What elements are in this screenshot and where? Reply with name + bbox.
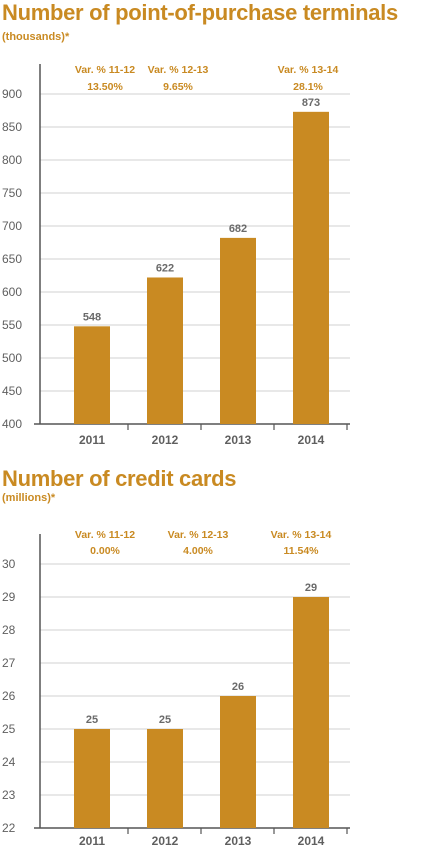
variation-value: 9.65% bbox=[163, 81, 193, 93]
y-tick-label: 29 bbox=[2, 590, 16, 604]
bar-value-label: 622 bbox=[156, 262, 174, 274]
bar-value-label: 25 bbox=[86, 714, 98, 726]
x-tick-label: 2012 bbox=[152, 433, 179, 447]
bar-2012 bbox=[147, 729, 183, 828]
chart2-subtitle: (millions)* bbox=[2, 492, 56, 504]
bar-value-label: 25 bbox=[159, 714, 171, 726]
y-tick-label: 27 bbox=[2, 656, 16, 670]
y-tick-label: 750 bbox=[2, 186, 22, 200]
x-tick-label: 2012 bbox=[152, 834, 179, 847]
terminals-bar-chart: 400 450 500 550 600 650 700 750 800 850 900 548 2011… bbox=[2, 64, 350, 447]
variation-value: 4.00% bbox=[183, 545, 213, 557]
y-tick-label: 550 bbox=[2, 318, 22, 332]
y-tick-label: 900 bbox=[2, 87, 22, 101]
x-tick-label: 2011 bbox=[79, 834, 105, 847]
bar-2011 bbox=[74, 729, 110, 828]
y-tick-label: 800 bbox=[2, 153, 22, 167]
y-tick-label: 30 bbox=[2, 557, 16, 571]
bar-2013 bbox=[220, 237, 256, 424]
bar-2014 bbox=[293, 111, 329, 424]
x-tick-label: 2011 bbox=[79, 433, 105, 447]
variation-label: Var. % 13-14 bbox=[271, 529, 332, 541]
variation-label: Var. % 13-14 bbox=[278, 64, 339, 76]
y-tick-label: 850 bbox=[2, 120, 22, 134]
bar-value-label: 682 bbox=[229, 223, 247, 235]
x-tick-label: 2013 bbox=[225, 834, 252, 847]
bar-value-label: 548 bbox=[83, 311, 101, 323]
bar-2012 bbox=[147, 277, 183, 424]
y-tick-label: 23 bbox=[2, 788, 16, 802]
bar-value-label: 29 bbox=[305, 582, 317, 594]
chart1-title: Number of point-of-purchase terminals bbox=[2, 0, 398, 25]
bar-2011 bbox=[74, 326, 110, 424]
variation-label: Var. % 11-12 bbox=[75, 64, 135, 76]
variation-value: 28.1% bbox=[293, 81, 323, 93]
y-tick-label: 600 bbox=[2, 285, 22, 299]
bar-2014 bbox=[293, 597, 329, 828]
x-tick-label: 2014 bbox=[298, 433, 325, 447]
y-tick-label: 500 bbox=[2, 351, 22, 365]
variation-label: Var. % 12-13 bbox=[148, 64, 209, 76]
bar-2013 bbox=[220, 696, 256, 828]
variation-label: Var. % 11-12 bbox=[75, 529, 135, 541]
y-tick-label: 22 bbox=[2, 821, 16, 835]
y-tick-label: 26 bbox=[2, 689, 16, 703]
variation-value: 13.50% bbox=[87, 81, 123, 93]
chart1-subtitle: (thousands)* bbox=[2, 31, 70, 43]
chart2-title: Number of credit cards bbox=[2, 466, 237, 491]
y-tick-label: 25 bbox=[2, 722, 16, 736]
y-tick-label: 450 bbox=[2, 384, 22, 398]
bar-value-label: 873 bbox=[302, 97, 320, 109]
variation-label: Var. % 12-13 bbox=[168, 529, 229, 541]
y-tick-label: 700 bbox=[2, 219, 22, 233]
x-tick-label: 2014 bbox=[298, 834, 325, 847]
bar-value-label: 26 bbox=[232, 681, 244, 693]
y-tick-label: 28 bbox=[2, 623, 16, 637]
y-tick-label: 24 bbox=[2, 755, 16, 769]
y-tick-label: 400 bbox=[2, 417, 22, 431]
variation-value: 11.54% bbox=[283, 545, 319, 557]
credit-cards-bar-chart: 22 23 24 25 26 27 28 29 30 25 2011 25 2012 26 2013 29 20… bbox=[2, 529, 350, 847]
x-tick-label: 2013 bbox=[225, 433, 252, 447]
variation-value: 0.00% bbox=[90, 545, 120, 557]
y-tick-label: 650 bbox=[2, 252, 22, 266]
